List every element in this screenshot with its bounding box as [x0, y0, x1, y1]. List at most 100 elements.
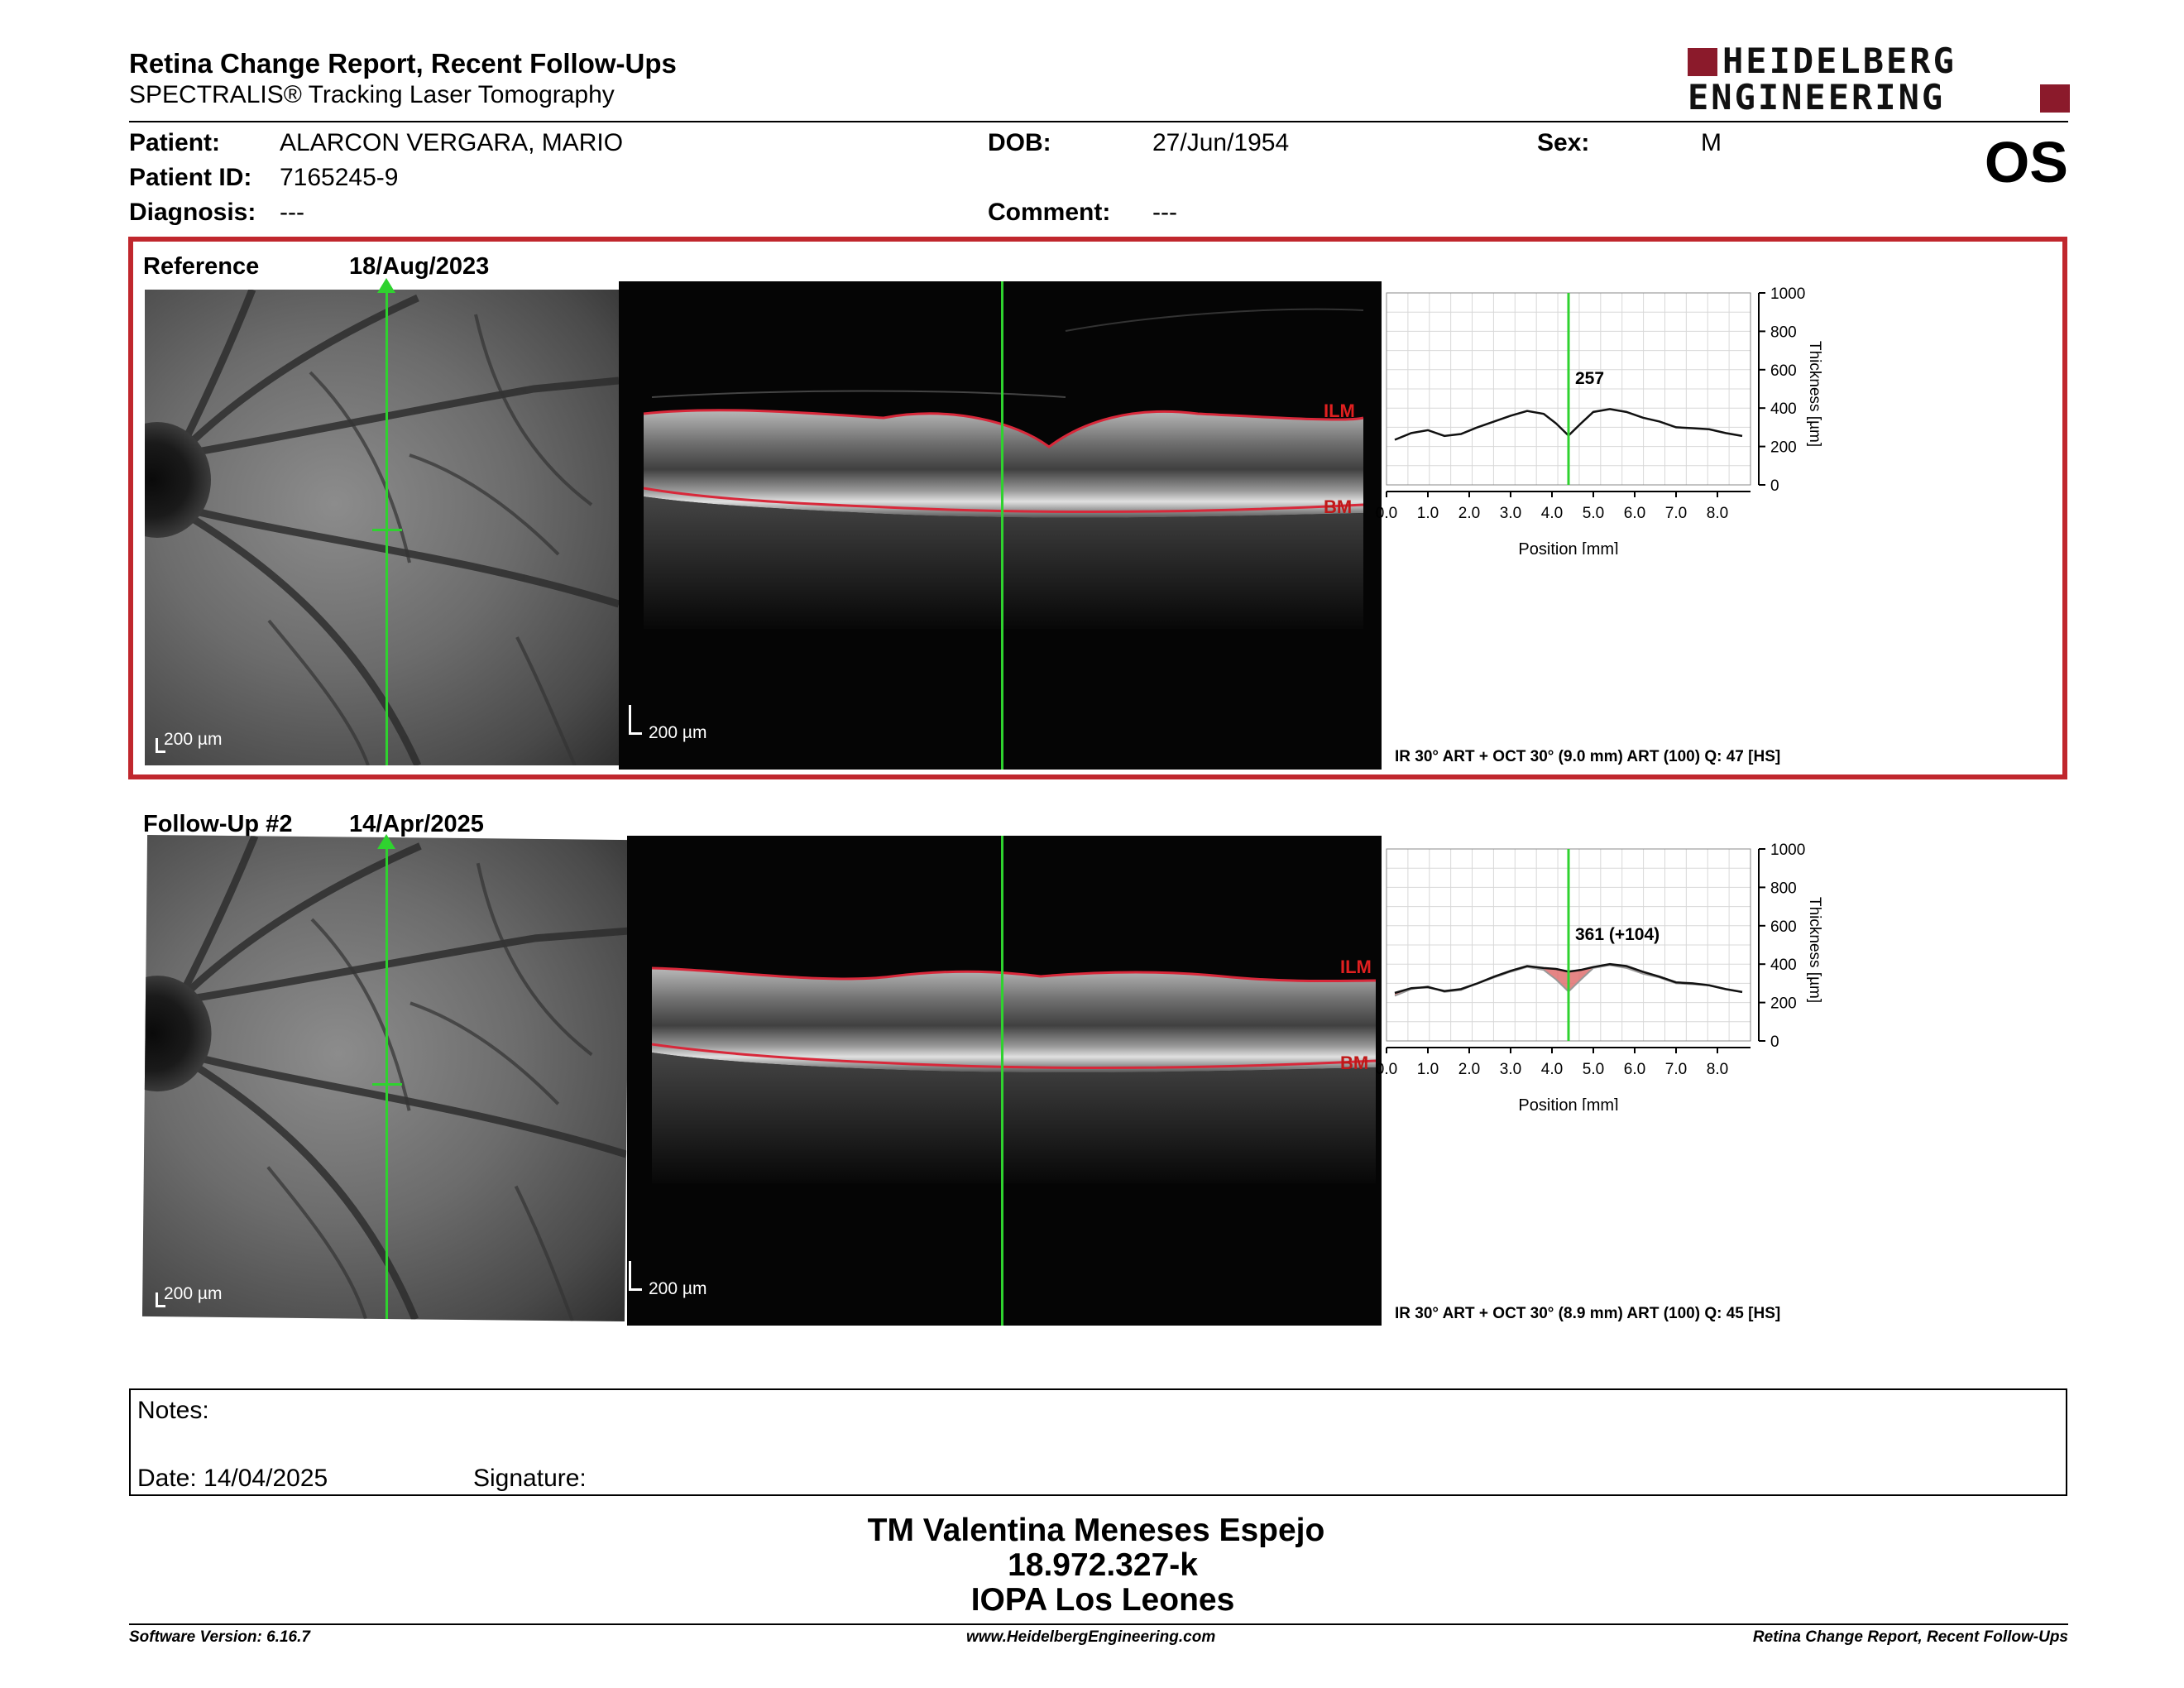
cursor-value-label: 361 (+104)	[1575, 925, 1660, 944]
fundus-vessels	[168, 834, 630, 1322]
followup-fundus-scan-line	[386, 841, 388, 1319]
website-link[interactable]: www.HeidelbergEngineering.com	[966, 1628, 1216, 1646]
x-tick-label: 7.0	[1665, 505, 1687, 522]
oct-layers	[651, 966, 1377, 1183]
x-tick-label: 8.0	[1707, 505, 1728, 522]
diagnosis-value: ---	[280, 199, 304, 226]
dob-label: DOB:	[988, 129, 1051, 156]
eye-indicator: OS	[1984, 130, 2068, 194]
x-axis-label: Position [mm]	[1518, 540, 1618, 554]
logo-square-right	[2040, 84, 2070, 113]
report-title: Retina Change Report, Recent Follow-Ups	[129, 48, 677, 79]
x-tick-label: 2.0	[1458, 505, 1480, 522]
patient-id-label: Patient ID:	[129, 164, 252, 191]
logo-line-1: HEIDELBERG	[1722, 41, 1956, 81]
y-tick-label: 200	[1770, 439, 1797, 457]
y-axis-label: Thickness [µm]	[1806, 897, 1823, 1003]
x-tick-label: 4.0	[1541, 505, 1563, 522]
bm-label: BM	[1340, 1053, 1369, 1073]
y-tick-label: 600	[1770, 918, 1797, 936]
x-tick-label: 5.0	[1583, 505, 1604, 522]
fovea-marker	[372, 1083, 402, 1086]
y-tick-label: 400	[1770, 400, 1797, 418]
oct-scale-label: 200 µm	[649, 1279, 707, 1298]
y-tick-label: 600	[1770, 362, 1797, 380]
x-tick-label: 8.0	[1707, 1061, 1728, 1078]
footer-divider	[129, 1623, 2068, 1625]
followup-fundus-image[interactable]	[141, 834, 630, 1322]
fovea-marker	[372, 529, 402, 531]
y-tick-label: 400	[1770, 957, 1797, 974]
sex-label: Sex:	[1537, 129, 1590, 156]
signer-name: TM Valentina Meneses Espejo	[867, 1513, 1325, 1548]
x-tick-label: 2.0	[1458, 1061, 1480, 1078]
x-tick-label: 5.0	[1583, 1061, 1604, 1078]
reference-label: Reference	[143, 253, 260, 280]
report-subtitle: SPECTRALIS® Tracking Laser Tomography	[129, 81, 615, 108]
y-tick-label: 0	[1770, 1033, 1779, 1051]
fundus-scale-bar	[156, 1292, 165, 1307]
y-tick-label: 800	[1770, 324, 1797, 341]
x-tick-label: 0.0	[1376, 1061, 1397, 1078]
notes-box[interactable]: Notes: Date: 14/04/2025 Signature:	[129, 1388, 2067, 1496]
oct-cursor-line	[1001, 281, 1003, 770]
patient-name: ALARCON VERGARA, MARIO	[280, 129, 624, 156]
y-tick-label: 200	[1770, 995, 1797, 1013]
oct-scale-label: 200 µm	[649, 723, 707, 742]
oct-scale-bar	[629, 705, 642, 735]
scan-direction-arrow-icon	[377, 834, 395, 849]
followup-date: 14/Apr/2025	[349, 811, 484, 837]
signer-org: IOPA Los Leones	[970, 1582, 1235, 1618]
reference-thickness-graph[interactable]: 0 200 400 600 800 1000 0.0 1.0 2.0 3.0 4.0 5.0 6.0 7.…	[1373, 281, 1837, 554]
x-tick-label: 4.0	[1541, 1061, 1563, 1078]
y-tick-label: 0	[1770, 477, 1779, 495]
footer-report-name: Retina Change Report, Recent Follow-Ups	[1752, 1628, 2068, 1646]
reference-date: 18/Aug/2023	[349, 253, 490, 280]
comment-value: ---	[1152, 199, 1177, 226]
x-tick-label: 3.0	[1500, 1061, 1521, 1078]
y-axis-label: Thickness [µm]	[1806, 341, 1823, 447]
x-tick-label: 1.0	[1417, 505, 1439, 522]
followup-label: Follow-Up #2	[143, 811, 293, 837]
software-version: Software Version: 6.16.7	[129, 1628, 310, 1646]
x-tick-label: 6.0	[1624, 1061, 1645, 1078]
heidelberg-logo: HEIDELBERG ENGINEERING	[1688, 41, 2070, 117]
header-divider	[129, 121, 2068, 122]
patient-label: Patient:	[129, 129, 221, 156]
dob-value: 27/Jun/1954	[1152, 129, 1290, 156]
cursor-value-label: 257	[1575, 369, 1604, 388]
followup-oct-bscan[interactable]: ILM BM 200 µm	[627, 836, 1382, 1326]
logo-square-left	[1688, 48, 1717, 76]
scan-direction-arrow-icon	[377, 278, 395, 293]
x-tick-label: 0.0	[1376, 505, 1397, 522]
notes-label: Notes:	[137, 1397, 209, 1424]
ilm-label: ILM	[1340, 957, 1372, 977]
sex-value: M	[1701, 129, 1722, 156]
followup-scan-info: IR 30° ART + OCT 30° (8.9 mm) ART (100) …	[1395, 1305, 1781, 1322]
y-tick-label: 1000	[1770, 285, 1805, 303]
x-tick-label: 1.0	[1417, 1061, 1439, 1078]
patient-id-value: 7165245-9	[280, 164, 399, 191]
fundus-vessels	[167, 290, 619, 765]
fundus-scale-label: 200 µm	[164, 1284, 223, 1303]
comment-label: Comment:	[988, 199, 1111, 226]
reference-fundus-image[interactable]	[145, 290, 619, 765]
reference-fundus-scan-line	[386, 283, 388, 765]
oct-cursor-line	[1001, 836, 1003, 1326]
ilm-label: ILM	[1324, 400, 1355, 421]
x-tick-label: 3.0	[1500, 505, 1521, 522]
followup-thickness-graph[interactable]: 0 200 400 600 800 1000 0.0 1.0 2.0 3.0 4.0 5.0 6.0 7.…	[1373, 837, 1837, 1110]
fundus-scale-bar	[156, 738, 165, 753]
x-tick-label: 6.0	[1624, 505, 1645, 522]
date-label: Date: 14/04/2025	[137, 1465, 328, 1492]
oct-layers	[643, 308, 1364, 629]
x-tick-label: 7.0	[1665, 1061, 1687, 1078]
x-axis-label: Position [mm]	[1518, 1096, 1618, 1110]
reference-scan-info: IR 30° ART + OCT 30° (9.0 mm) ART (100) …	[1395, 748, 1781, 765]
y-tick-label: 800	[1770, 880, 1797, 897]
bm-label: BM	[1324, 496, 1353, 517]
logo-line-2: ENGINEERING	[1688, 77, 1946, 117]
reference-oct-bscan[interactable]: ILM BM 200 µm	[619, 281, 1382, 770]
reference-highlight-frame	[128, 237, 2067, 779]
signature-label: Signature:	[473, 1465, 587, 1492]
